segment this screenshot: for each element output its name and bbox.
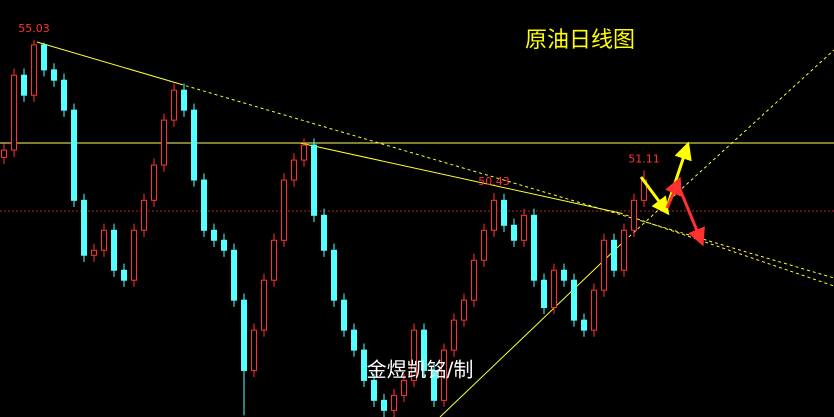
- candle-body: [371, 379, 377, 401]
- chart-title: 原油日线图: [525, 28, 635, 53]
- candle-body: [11, 74, 17, 151]
- candle-body: [1, 149, 7, 158]
- candle-body: [141, 199, 147, 231]
- trend-line: [439, 244, 621, 417]
- candle-body: [111, 229, 117, 271]
- candle-body: [291, 159, 297, 181]
- candle-body: [281, 179, 287, 241]
- candle-body: [311, 144, 317, 216]
- candle-body: [561, 269, 567, 281]
- candle-body: [461, 299, 467, 321]
- candle-body: [331, 249, 337, 301]
- candle-body: [531, 214, 537, 281]
- high-label: 50.43: [478, 175, 510, 188]
- candle-body: [551, 269, 557, 309]
- candle-body: [201, 179, 207, 231]
- candle-body: [541, 279, 547, 309]
- candle-body: [301, 144, 307, 161]
- candle-body: [401, 379, 407, 396]
- candle-body: [391, 394, 397, 411]
- candle-body: [91, 249, 97, 256]
- candle-body: [261, 279, 267, 331]
- candle-body: [351, 329, 357, 351]
- candle-body: [511, 224, 517, 241]
- candle-body: [621, 229, 627, 271]
- candle-body: [251, 329, 257, 371]
- watermark: 金煜凯铭/制: [367, 358, 474, 382]
- candle-body: [381, 399, 387, 411]
- candle-body: [601, 239, 607, 291]
- trend-line: [619, 212, 834, 287]
- candle-body: [631, 199, 637, 231]
- candle-body: [221, 239, 227, 251]
- candle-body: [51, 69, 57, 81]
- candle-body: [411, 329, 417, 381]
- candle-body: [71, 109, 77, 201]
- candle-body: [591, 289, 597, 331]
- candle-body: [181, 89, 187, 111]
- candle-body: [151, 164, 157, 201]
- candle-body: [101, 229, 107, 251]
- arrow: [639, 176, 670, 216]
- candle-body: [171, 89, 177, 121]
- candle-body: [361, 349, 367, 381]
- candle-body: [21, 74, 27, 96]
- candle-body: [241, 299, 247, 371]
- candle-body: [131, 229, 137, 281]
- candle-body: [191, 109, 197, 181]
- candle-body: [61, 79, 67, 111]
- trend-line: [299, 142, 621, 214]
- trend-line: [36, 41, 181, 85]
- candles: [1, 39, 647, 417]
- candle-body: [441, 349, 447, 401]
- candle-body: [571, 279, 577, 321]
- candle-body: [41, 44, 47, 71]
- high-label: 55.03: [18, 22, 50, 35]
- candle-body: [581, 319, 587, 331]
- candle-body: [481, 229, 487, 261]
- candle-body: [271, 239, 277, 281]
- candle-body: [521, 214, 527, 241]
- candle-body: [161, 119, 167, 166]
- candle-body: [471, 259, 477, 301]
- arrow: [677, 186, 705, 247]
- arrow: [665, 176, 682, 209]
- candle-body: [81, 199, 87, 256]
- candle-body: [31, 44, 37, 96]
- candle-body: [501, 199, 507, 226]
- candle-body: [611, 239, 617, 271]
- candle-body: [211, 229, 217, 241]
- candle-body: [321, 214, 327, 251]
- candle-body: [341, 299, 347, 331]
- high-label: 51.11: [628, 152, 660, 165]
- candle-body: [421, 329, 427, 371]
- candle-body: [121, 269, 127, 281]
- candle-body: [491, 199, 497, 231]
- candle-body: [451, 319, 457, 351]
- candle-body: [431, 369, 437, 401]
- candle-body: [231, 249, 237, 301]
